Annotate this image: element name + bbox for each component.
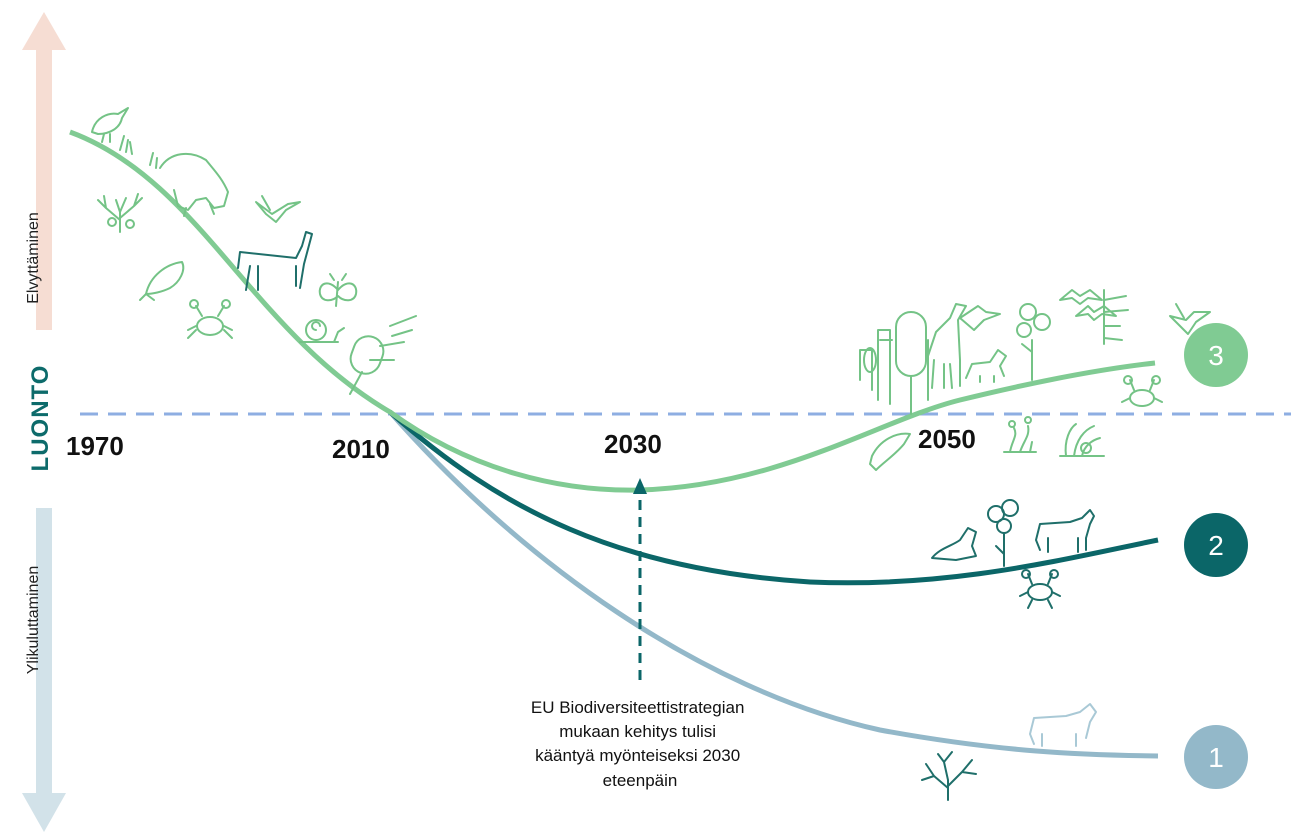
bird-icon [91, 107, 129, 143]
overconsumption-label: Ylikuluttaminen [25, 566, 42, 675]
snail-icon [299, 319, 345, 343]
annotation-line-4: eteenpäin [603, 771, 678, 790]
scenario-3-number: 3 [1208, 340, 1224, 371]
hummingbird-icon [1169, 303, 1211, 335]
dead-coral-icon [921, 751, 977, 801]
restoration-arrow [22, 12, 66, 330]
bat-icon [1075, 305, 1117, 321]
seal-icon [931, 527, 977, 561]
scenario-2-curve [388, 410, 1159, 586]
crab-icon [1121, 375, 1163, 407]
butterfly-icon [318, 273, 358, 307]
year-label-2010: 2010 [332, 434, 390, 464]
tree-icon [1016, 303, 1051, 381]
scenario-2-number: 2 [1208, 530, 1224, 561]
cow-icon [1029, 703, 1097, 747]
dolphin-icon [869, 432, 911, 471]
restoration-label: Elvyttäminen [25, 212, 42, 304]
cow-icon [1035, 509, 1095, 553]
hummingbird-icon [959, 305, 1001, 331]
year-label-1970: 1970 [66, 431, 124, 461]
whale-icon [139, 261, 185, 301]
overconsumption-arrow [22, 508, 66, 832]
seaweed-icon [1003, 416, 1037, 453]
year-label-2050: 2050 [918, 424, 976, 454]
scenario-1-curve [388, 410, 1159, 759]
annotation-line-3: kääntyä myönteiseksi 2030 [535, 746, 740, 765]
giraffe-icon [237, 231, 313, 291]
deer-icon [159, 152, 229, 217]
scenario-3-badge: 3 [1184, 323, 1248, 387]
scenario-1-badge: 1 [1184, 725, 1248, 789]
tree-icon [987, 499, 1019, 567]
annotation-line-2: mukaan kehitys tulisi [559, 722, 716, 741]
crab-icon [187, 299, 233, 339]
coral-icon [97, 193, 143, 233]
grass-icon [119, 135, 158, 169]
tree-icon [349, 315, 417, 395]
year-label-2030: 2030 [604, 429, 662, 459]
scenario-1-number: 1 [1208, 742, 1224, 773]
sea-anemone-icon [1059, 423, 1105, 457]
forest-icon [859, 311, 929, 415]
scenario-2-badge: 2 [1184, 513, 1248, 577]
tree-icon [1103, 289, 1129, 345]
giraffe-icon [927, 303, 967, 389]
nature-baseline-label: LUONTO [27, 365, 54, 472]
crab-icon [1019, 569, 1061, 609]
annotation-line-1: EU Biodiversiteettistrategian [531, 698, 745, 717]
fox-icon [965, 349, 1007, 383]
bat-icon [1059, 289, 1103, 305]
turning-point-arrow [633, 478, 647, 680]
hummingbird-icon [255, 195, 301, 223]
strategy-annotation: EU Biodiversiteettistrategian mukaan keh… [531, 698, 749, 790]
historical-and-scenario-3-curve [69, 129, 1156, 493]
